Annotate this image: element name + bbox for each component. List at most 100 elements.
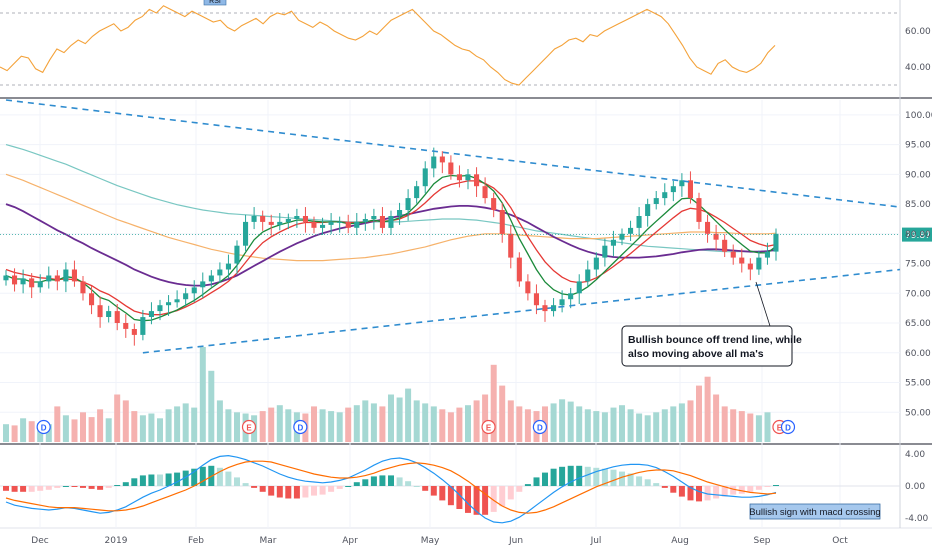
candlestick (71, 260, 77, 287)
candlestick (645, 198, 651, 227)
macd-panel (0, 454, 900, 524)
candle-body (414, 186, 420, 199)
candlestick (362, 213, 368, 231)
macd-histogram-bar (11, 486, 18, 492)
time-axis-tick: Jun (508, 536, 523, 546)
event-marker-D: D (780, 419, 796, 435)
macd-line (5, 454, 777, 524)
volume-bar (71, 419, 78, 442)
candle-body (431, 156, 437, 169)
time-axis-tick: Mar (260, 536, 277, 546)
rsi-axis-tick: 40.00 (905, 63, 931, 73)
volume-bar (62, 415, 69, 442)
macd-histogram-bar (550, 468, 557, 486)
candlestick (602, 238, 608, 267)
volume-bar (28, 421, 35, 442)
candlestick (388, 210, 394, 236)
ma-100-line (5, 173, 777, 262)
macd-histogram-bar (619, 471, 625, 486)
candlestick (756, 250, 762, 275)
volume-bar (276, 405, 283, 442)
candlestick (166, 295, 172, 316)
candle-body (764, 251, 770, 258)
trendline-lower (142, 268, 901, 354)
candle-body (285, 219, 291, 222)
candle-body (37, 281, 43, 288)
candlestick (730, 244, 736, 265)
candle-body (71, 269, 77, 282)
candle-body (499, 210, 505, 234)
macd-histogram-bar (139, 475, 146, 486)
event-marker-label: E (777, 424, 783, 433)
candlestick (208, 270, 214, 287)
volume-bar (473, 400, 480, 442)
macd-histogram-bar (37, 486, 44, 491)
candlestick (542, 299, 548, 322)
callout-box (621, 325, 793, 367)
candle-body (636, 216, 642, 228)
price-axis-tick: 90.00 (905, 170, 931, 180)
time-axis-tick: May (421, 536, 440, 546)
macd-histogram-bar (584, 466, 591, 486)
volume-bar (225, 409, 232, 442)
volume-bar (259, 411, 266, 442)
macd-histogram-bar (413, 486, 420, 487)
candlestick (456, 165, 462, 188)
macd-histogram-bar (405, 481, 412, 486)
event-marker-label: D (41, 424, 47, 433)
candle-body (456, 174, 462, 181)
rsi-badge-label: RSI (209, 0, 221, 5)
candlestick (174, 290, 180, 308)
candlestick (12, 268, 18, 292)
macd-histogram-bar (730, 486, 737, 495)
volume-bar (747, 413, 754, 442)
candle-body (311, 221, 317, 228)
volume-bar (764, 412, 771, 442)
volume-bar (131, 411, 138, 442)
macd-histogram-bar (105, 486, 112, 488)
candlestick (20, 269, 26, 294)
candle-body (208, 275, 214, 282)
candle-body (200, 281, 206, 288)
candle-body (354, 221, 360, 228)
macd-histogram-bar (507, 486, 514, 500)
macd-axis-tick: -4.00 (905, 514, 929, 524)
candle-body (739, 257, 745, 264)
candlestick (320, 217, 326, 236)
macd-histogram-bar (80, 486, 86, 488)
candle-body (705, 221, 711, 234)
macd-histogram-bar (576, 465, 583, 486)
candlestick (525, 274, 531, 301)
candle-body (3, 275, 9, 281)
candlestick (63, 262, 69, 293)
volume-bar (388, 394, 394, 442)
volume-bar (285, 409, 292, 442)
candlestick (328, 213, 334, 234)
macd-histogram-bar (670, 486, 677, 493)
macd-histogram-bar (516, 486, 523, 492)
macd-histogram-bar (653, 483, 660, 486)
macd-histogram-bar (439, 486, 446, 501)
volume-bar (567, 401, 574, 442)
macd-histogram-bar (601, 468, 608, 486)
candlestick (422, 161, 428, 194)
candlestick (157, 299, 163, 321)
volume-bar (379, 406, 386, 442)
volume-bar (636, 413, 643, 442)
volume-bar (447, 412, 454, 442)
macd-histogram-bar (88, 486, 95, 489)
candlestick (37, 274, 43, 293)
macd-histogram-bar (319, 486, 326, 495)
candle-body (610, 239, 616, 246)
volume-bar (268, 407, 275, 442)
volume-bar (370, 403, 377, 442)
volume-bar (687, 400, 694, 442)
event-marker-circle (36, 419, 51, 435)
event-marker-D: D (36, 419, 51, 435)
candlestick (106, 305, 112, 323)
candlestick (123, 314, 129, 338)
price-axis-tick: 50.00 (905, 408, 931, 418)
volume-bar (208, 370, 215, 443)
event-marker-label: D (785, 424, 791, 433)
candle-body (46, 275, 52, 282)
